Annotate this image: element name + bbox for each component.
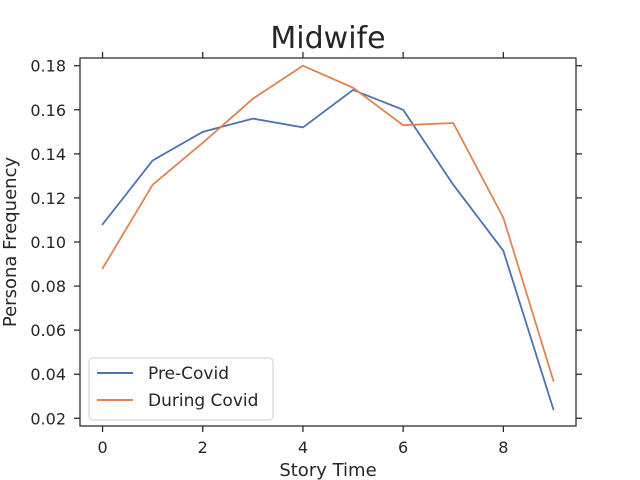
- legend: Pre-Covid During Covid: [88, 357, 274, 421]
- x-tick-label: 0: [97, 438, 107, 457]
- y-tick-label: 0.04: [30, 365, 66, 384]
- y-axis-label: Persona Frequency: [0, 157, 21, 328]
- y-tick-label: 0.14: [30, 145, 66, 164]
- plot-frame: [79, 57, 577, 427]
- x-axis-label: Story Time: [279, 460, 376, 480]
- legend-label-during-covid: During Covid: [148, 391, 258, 411]
- y-tick-label: 0.12: [30, 189, 66, 208]
- legend-label-pre-covid: Pre-Covid: [148, 364, 229, 384]
- y-tick-label: 0.08: [30, 277, 66, 296]
- y-tick-label: 0.06: [30, 321, 66, 340]
- series-lines: [101, 64, 555, 411]
- series-line-pre-covid: [101, 89, 555, 411]
- x-tick-label: 6: [398, 438, 408, 457]
- x-tick-label: 4: [298, 438, 308, 457]
- y-tick-label: 0.18: [30, 57, 66, 76]
- x-tick-label: 2: [198, 438, 208, 457]
- legend-box: [88, 357, 274, 421]
- series-line-during-covid: [101, 64, 555, 382]
- chart-title: Midwife: [270, 21, 385, 56]
- axis-ticks: 0 2 4 6 8 0.02 0.04 0.06 0.08 0.10 0.12 0.14 0.16 0.1…: [30, 52, 582, 457]
- x-tick-label: 8: [498, 438, 508, 457]
- y-tick-label: 0.16: [30, 101, 66, 120]
- y-tick-label: 0.02: [30, 409, 66, 428]
- y-tick-label: 0.10: [30, 233, 66, 252]
